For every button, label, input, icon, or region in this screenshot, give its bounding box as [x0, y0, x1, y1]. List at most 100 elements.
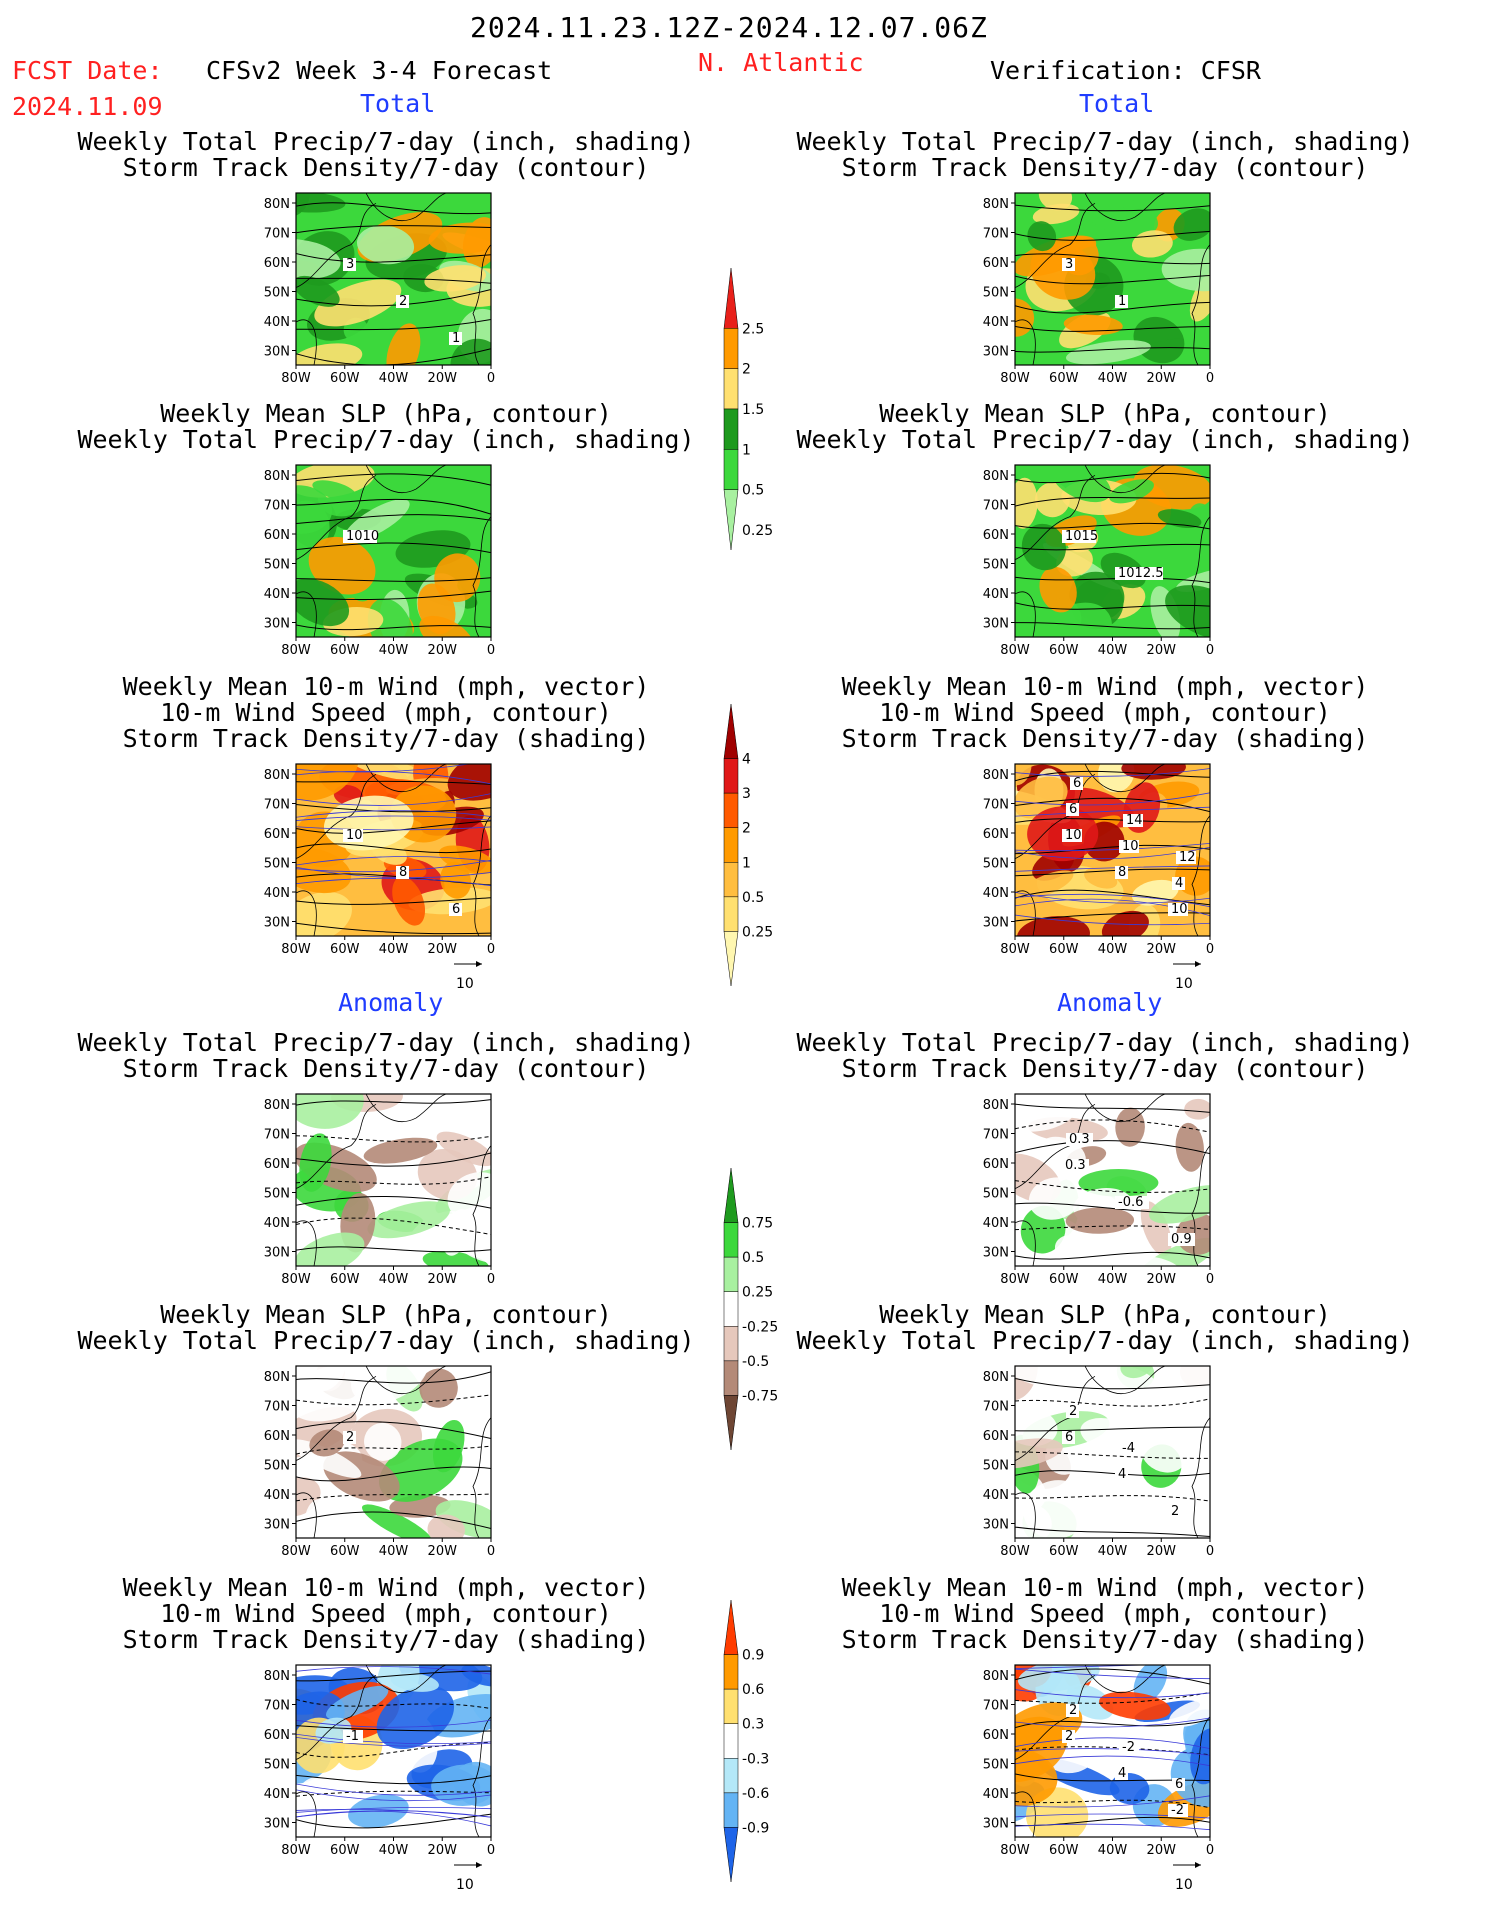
contour-line	[296, 1217, 491, 1235]
lat-tick-label: 70N	[983, 499, 1009, 514]
contour-line	[296, 1698, 491, 1710]
colorbar-label: 0.25	[742, 1285, 773, 1301]
lat-tick-label: 80N	[983, 1370, 1009, 1385]
shading-cell	[367, 1201, 450, 1239]
lon-tick-label: 60W	[330, 643, 360, 658]
contour-line	[1015, 868, 1210, 877]
lat-tick-label: 80N	[264, 1669, 290, 1684]
contour-label-bg	[1168, 1233, 1195, 1246]
colorbar-label: 2	[742, 362, 751, 378]
contour-label-bg	[343, 1431, 356, 1444]
lat-tick-label: 60N	[264, 1157, 290, 1172]
contour-label-bg	[1062, 258, 1075, 271]
colorbar-swatch	[723, 896, 739, 932]
contour-line	[296, 1176, 491, 1185]
wind-speed-contour	[296, 859, 491, 873]
lat-tick-label: 30N	[264, 916, 290, 931]
contour-line	[296, 1135, 491, 1143]
panel-title: Weekly Mean 10-m Wind (mph, vector)	[122, 1573, 650, 1602]
lat-tick-label: 30N	[983, 1246, 1009, 1261]
colorbar-label: 0.25	[742, 523, 773, 539]
shading-cell	[296, 239, 341, 280]
contour-line	[1015, 253, 1210, 265]
lon-tick-label: 40W	[1098, 1843, 1128, 1858]
lat-tick-label: 60N	[983, 1728, 1009, 1743]
lon-tick-label: 80W	[281, 1843, 311, 1858]
shading-cell	[1028, 1177, 1081, 1220]
lat-tick-label: 60N	[983, 827, 1009, 842]
lon-tick-label: 20W	[428, 1843, 458, 1858]
contour-label-bg	[1062, 1159, 1089, 1172]
lon-tick-label: 0	[1206, 643, 1214, 658]
colorbar-swatch	[723, 449, 739, 490]
colorbar-label: 2	[742, 821, 751, 837]
shading-cell	[362, 1504, 434, 1538]
contour-line	[296, 473, 491, 486]
lon-tick-label: 20W	[428, 1544, 458, 1559]
lon-tick-label: 60W	[1049, 942, 1079, 957]
wind-speed-contour	[296, 1666, 491, 1675]
colorbar-swatch	[723, 328, 739, 369]
wind-speed-contour	[296, 1736, 491, 1747]
lat-tick-label: 30N	[983, 617, 1009, 632]
panel-title: Storm Track Density/7-day (shading)	[122, 724, 650, 753]
wind-speed-contour	[296, 815, 491, 821]
contour-line	[1015, 274, 1210, 285]
shading-cell	[428, 222, 491, 254]
shading-cell	[434, 553, 481, 603]
contour-label-bg	[1176, 851, 1196, 864]
contour-line	[1015, 347, 1210, 353]
vector-reference: 10	[454, 1862, 482, 1893]
arrow-head-icon	[1195, 961, 1201, 967]
anomaly-label-left: Anomaly	[338, 988, 444, 1017]
colorbar-swatch	[723, 931, 739, 987]
contour-line	[296, 922, 491, 935]
panel-title: Storm Track Density/7-day (shading)	[122, 1625, 650, 1654]
contour-line	[1015, 1202, 1210, 1214]
wind-speed-contour	[296, 793, 491, 806]
panel-title: Weekly Total Precip/7-day (inch, shading…	[77, 1326, 695, 1355]
contour-label-bg	[1115, 866, 1128, 879]
total-label-left: Total	[360, 89, 436, 118]
shading-cell	[296, 1232, 365, 1266]
lat-tick-label: 60N	[264, 1429, 290, 1444]
colorbar-label: 0.25	[742, 924, 773, 940]
lat-tick-label: 50N	[983, 558, 1009, 573]
map-panel-vf-total-precip: 3 1 80W 60W 40W 20W 0 80N 70N 60N 50N 40N 30N	[983, 192, 1214, 386]
contour-label: -1	[346, 1729, 359, 1744]
contour-line	[296, 1466, 491, 1482]
shading-cell	[296, 578, 350, 627]
lat-tick-label: 40N	[264, 315, 290, 330]
coastline	[296, 1094, 491, 1266]
lat-tick-label: 40N	[983, 315, 1009, 330]
lon-tick-label: 60W	[330, 371, 360, 386]
contour-line	[296, 803, 491, 813]
shading-cell	[1038, 193, 1073, 211]
contour-line	[1015, 1526, 1210, 1538]
colorbar-swatch	[723, 1688, 739, 1724]
lon-tick-label: 0	[1206, 371, 1214, 386]
contour-label: 0.3	[1065, 1158, 1086, 1173]
colorbar-swatch	[723, 792, 739, 828]
shading-cell	[376, 1685, 455, 1750]
colorbar-label: -0.9	[742, 1820, 769, 1836]
wind-speed-contour	[296, 866, 491, 879]
shading-cell	[1123, 1502, 1202, 1538]
lat-tick-label: 40N	[264, 1787, 290, 1802]
contour-line	[1015, 325, 1210, 332]
contour-label: 12	[1179, 850, 1196, 865]
lon-tick-label: 0	[1206, 942, 1214, 957]
contour-line	[296, 289, 491, 307]
contour-label-bg	[343, 829, 363, 842]
shading-cell	[296, 764, 359, 801]
lat-tick-label: 40N	[983, 1216, 1009, 1231]
contour-label: 10	[1122, 839, 1139, 854]
lat-tick-label: 70N	[264, 227, 290, 242]
contour-label-bg	[1123, 814, 1143, 827]
colorbar-label: -0.5	[742, 1354, 769, 1370]
contour-label: 2	[399, 294, 407, 309]
shading-cell	[1133, 1665, 1168, 1703]
contour-label: 0.9	[1171, 1232, 1192, 1247]
contour-label: 10	[1171, 902, 1188, 917]
shading-cell	[312, 480, 357, 501]
